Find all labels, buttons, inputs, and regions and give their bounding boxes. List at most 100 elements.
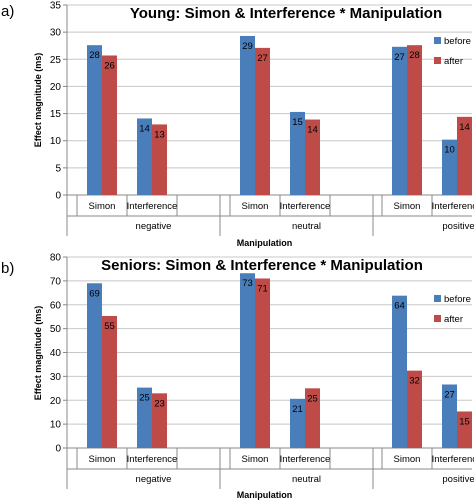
y-tick-label: 50	[50, 324, 62, 335]
bar	[240, 273, 255, 448]
bar	[392, 295, 407, 448]
bar	[102, 55, 117, 195]
y-tick-label: 25	[50, 55, 62, 66]
data-label: 73	[242, 278, 253, 289]
y-tick-label: 0	[55, 444, 61, 455]
group-label: positive	[442, 474, 474, 485]
bar	[152, 393, 167, 448]
data-label: 21	[292, 404, 303, 415]
category-label: Simon	[242, 201, 269, 212]
data-label: 23	[154, 398, 165, 409]
bar	[407, 45, 422, 195]
legend-swatch	[434, 57, 441, 64]
data-label: 28	[89, 50, 100, 61]
y-axis-title: Effect magnitude (ms)	[33, 53, 43, 148]
category-label: Interference	[127, 201, 178, 212]
bar	[255, 47, 270, 196]
data-label: 14	[307, 125, 318, 136]
legend-swatch	[434, 315, 441, 322]
data-label: 29	[242, 41, 253, 52]
data-label: 13	[154, 129, 165, 140]
y-tick-label: 70	[50, 276, 62, 287]
y-tick-label: 30	[50, 372, 62, 383]
category-label: Interference	[432, 454, 474, 465]
data-label: 27	[257, 53, 268, 64]
y-tick-label: 20	[50, 396, 62, 407]
bar	[137, 387, 152, 448]
data-label: 26	[104, 60, 115, 71]
category-label: Simon	[394, 201, 421, 212]
bar	[240, 35, 255, 195]
data-label: 28	[409, 50, 420, 61]
legend: before after	[434, 294, 471, 325]
y-tick-label: 60	[50, 300, 62, 311]
data-label: 27	[444, 389, 455, 400]
category-label: Simon	[89, 201, 116, 212]
data-label: 14	[459, 122, 470, 133]
legend-entry: after	[444, 56, 463, 67]
bar	[152, 124, 167, 195]
y-tick-label: 10	[50, 136, 62, 147]
x-axis-title: Manipulation	[237, 490, 293, 500]
y-tick-label: 20	[50, 82, 62, 93]
chart-title: Seniors: Simon & Interference * Manipula…	[101, 257, 423, 274]
group-label: positive	[442, 221, 474, 232]
y-tick-label: 15	[50, 109, 62, 120]
category-label: Interference	[280, 454, 331, 465]
category-label: Interference	[280, 201, 331, 212]
bar	[290, 398, 305, 448]
panel-label: a)	[1, 3, 14, 20]
group-label: negative	[136, 474, 172, 485]
bar	[457, 116, 472, 195]
group-label: neutral	[292, 474, 321, 485]
data-label: 69	[89, 288, 100, 299]
bar	[305, 388, 320, 448]
data-label: 14	[139, 123, 150, 134]
data-label: 15	[459, 416, 470, 427]
category-label: Simon	[242, 454, 269, 465]
category-label: Simon	[89, 454, 116, 465]
x-axis-title: Manipulation	[237, 238, 293, 248]
bar	[442, 139, 457, 195]
bar	[305, 119, 320, 195]
data-label: 10	[444, 145, 455, 156]
chart-panel: a) Young: Simon & Interference * Manipula…	[1, 1, 474, 249]
y-tick-label: 40	[50, 348, 62, 359]
data-label: 25	[307, 393, 318, 404]
legend-swatch	[434, 295, 441, 302]
group-label: negative	[136, 221, 172, 232]
data-label: 15	[292, 117, 303, 128]
bar	[457, 411, 472, 448]
category-label: Interference	[432, 201, 474, 212]
legend-entry: before	[444, 294, 471, 305]
data-label: 55	[104, 321, 115, 332]
bar	[290, 111, 305, 195]
category-label: Simon	[394, 454, 421, 465]
chart-title: Young: Simon & Interference * Manipulati…	[130, 5, 442, 22]
bar	[442, 384, 457, 448]
category-label: Interference	[127, 454, 178, 465]
bar	[87, 45, 102, 195]
bar	[255, 278, 270, 448]
legend-entry: after	[444, 314, 463, 325]
legend-swatch	[434, 37, 441, 44]
y-tick-label: 30	[50, 28, 62, 39]
data-label: 32	[409, 376, 420, 387]
bar	[102, 315, 117, 448]
bar	[392, 46, 407, 195]
bar	[87, 283, 102, 448]
y-tick-label: 5	[55, 163, 61, 174]
chart-panel: b) Seniors: Simon & Interference * Manipu…	[1, 253, 474, 500]
y-tick-label: 10	[50, 420, 62, 431]
data-label: 64	[394, 301, 405, 312]
group-label: neutral	[292, 221, 321, 232]
legend-entry: before	[444, 36, 471, 47]
panel-label: b)	[1, 260, 14, 277]
y-tick-label: 0	[55, 191, 61, 202]
bar	[407, 370, 422, 448]
y-tick-label: 35	[50, 1, 62, 12]
data-label: 25	[139, 393, 150, 404]
y-axis-title: Effect magnitude (ms)	[33, 306, 43, 401]
bar	[137, 118, 152, 195]
